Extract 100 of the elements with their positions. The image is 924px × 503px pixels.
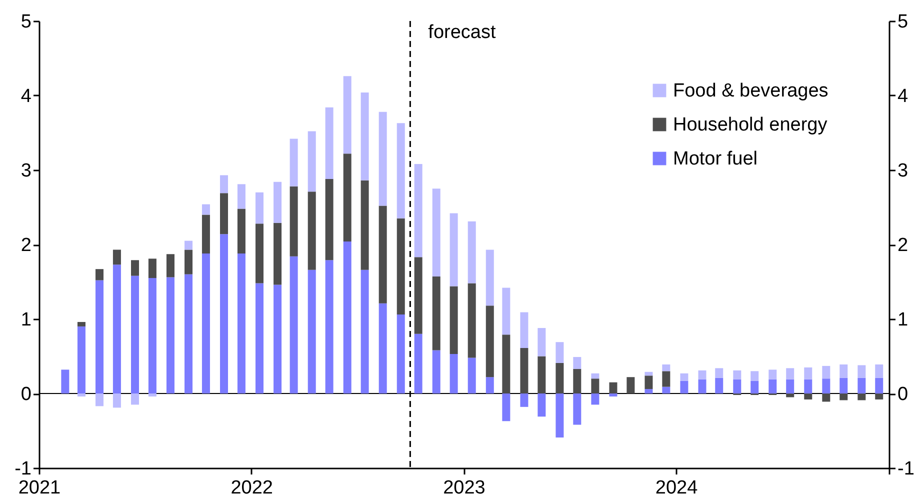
bar [360, 270, 369, 394]
bar [698, 379, 706, 394]
bar [325, 260, 334, 394]
bar [556, 342, 564, 363]
bar [680, 380, 688, 394]
bar [130, 394, 139, 405]
bar [786, 394, 794, 398]
bar [414, 334, 422, 394]
bar [220, 175, 228, 194]
bar [237, 208, 246, 254]
legend-label: Food & beverages [673, 80, 828, 102]
bar [733, 379, 742, 394]
bar [875, 378, 884, 394]
bar [343, 154, 352, 242]
bar [308, 192, 316, 270]
bar [378, 112, 387, 206]
bar [626, 377, 635, 394]
bar [237, 253, 246, 394]
bar [130, 276, 139, 394]
bar [662, 386, 670, 394]
bar [468, 358, 476, 394]
bar [396, 123, 405, 218]
bar [750, 380, 759, 394]
bar [750, 371, 759, 381]
bar [290, 256, 298, 394]
bar [325, 178, 334, 260]
bar [520, 348, 528, 394]
bar [220, 193, 228, 234]
bar [486, 306, 494, 378]
bar [520, 312, 528, 348]
bar [274, 222, 282, 285]
bar [468, 283, 476, 358]
bar [130, 260, 139, 276]
legend-label: Motor fuel [673, 148, 758, 170]
bar [556, 362, 564, 394]
bar [609, 382, 618, 394]
bar [256, 224, 264, 284]
bar [256, 283, 264, 394]
bar [360, 92, 369, 180]
bar [166, 277, 174, 394]
bar [786, 379, 794, 394]
bar [804, 379, 812, 394]
bar [414, 257, 422, 334]
bar [875, 394, 884, 400]
bar [290, 186, 298, 256]
bar [237, 184, 246, 209]
y-tick-label: 3 [20, 160, 32, 182]
bar [202, 214, 210, 254]
bar [715, 368, 724, 378]
bar [502, 288, 510, 335]
bar [325, 107, 334, 179]
bar [432, 350, 440, 394]
bar [220, 234, 228, 394]
y-tick-label: 2 [20, 235, 32, 256]
bar [538, 328, 546, 356]
bar [274, 284, 282, 394]
bar [768, 370, 777, 380]
y-tick-label: 0 [20, 384, 32, 405]
bar [822, 378, 830, 394]
y2-tick-label: -1 [898, 458, 914, 480]
bar [96, 280, 104, 394]
bar [61, 370, 70, 394]
bar [184, 250, 193, 274]
bar [378, 206, 387, 304]
y2-tick-label: 3 [898, 160, 908, 182]
bar [556, 394, 564, 438]
bar [644, 372, 653, 376]
bar [343, 76, 352, 154]
bar [256, 192, 264, 224]
bar [96, 394, 104, 406]
x-tick-label: 2023 [443, 478, 486, 498]
bar [591, 394, 600, 405]
bar [148, 258, 156, 278]
bar [77, 322, 86, 326]
bar [202, 253, 210, 394]
bar [290, 138, 298, 186]
y2-tick-label: 2 [898, 235, 908, 256]
x-tick-label: 2024 [655, 478, 698, 498]
y-tick-label: -1 [14, 458, 32, 480]
bar [538, 394, 546, 417]
bar [502, 394, 510, 422]
bar [573, 368, 582, 394]
bar [840, 378, 848, 394]
bar [308, 131, 316, 192]
bar [486, 250, 494, 306]
bar [77, 326, 86, 394]
bar [414, 164, 422, 258]
bar [875, 364, 884, 378]
y2-tick-label: 4 [898, 86, 908, 107]
bar [148, 278, 156, 394]
bar [450, 354, 458, 394]
bar [308, 270, 316, 394]
bar [644, 389, 653, 394]
bar [184, 274, 193, 394]
bar [858, 378, 866, 394]
bar [502, 334, 510, 394]
bar [343, 242, 352, 394]
bar [112, 250, 121, 265]
bar [468, 221, 476, 284]
bar [680, 373, 688, 381]
